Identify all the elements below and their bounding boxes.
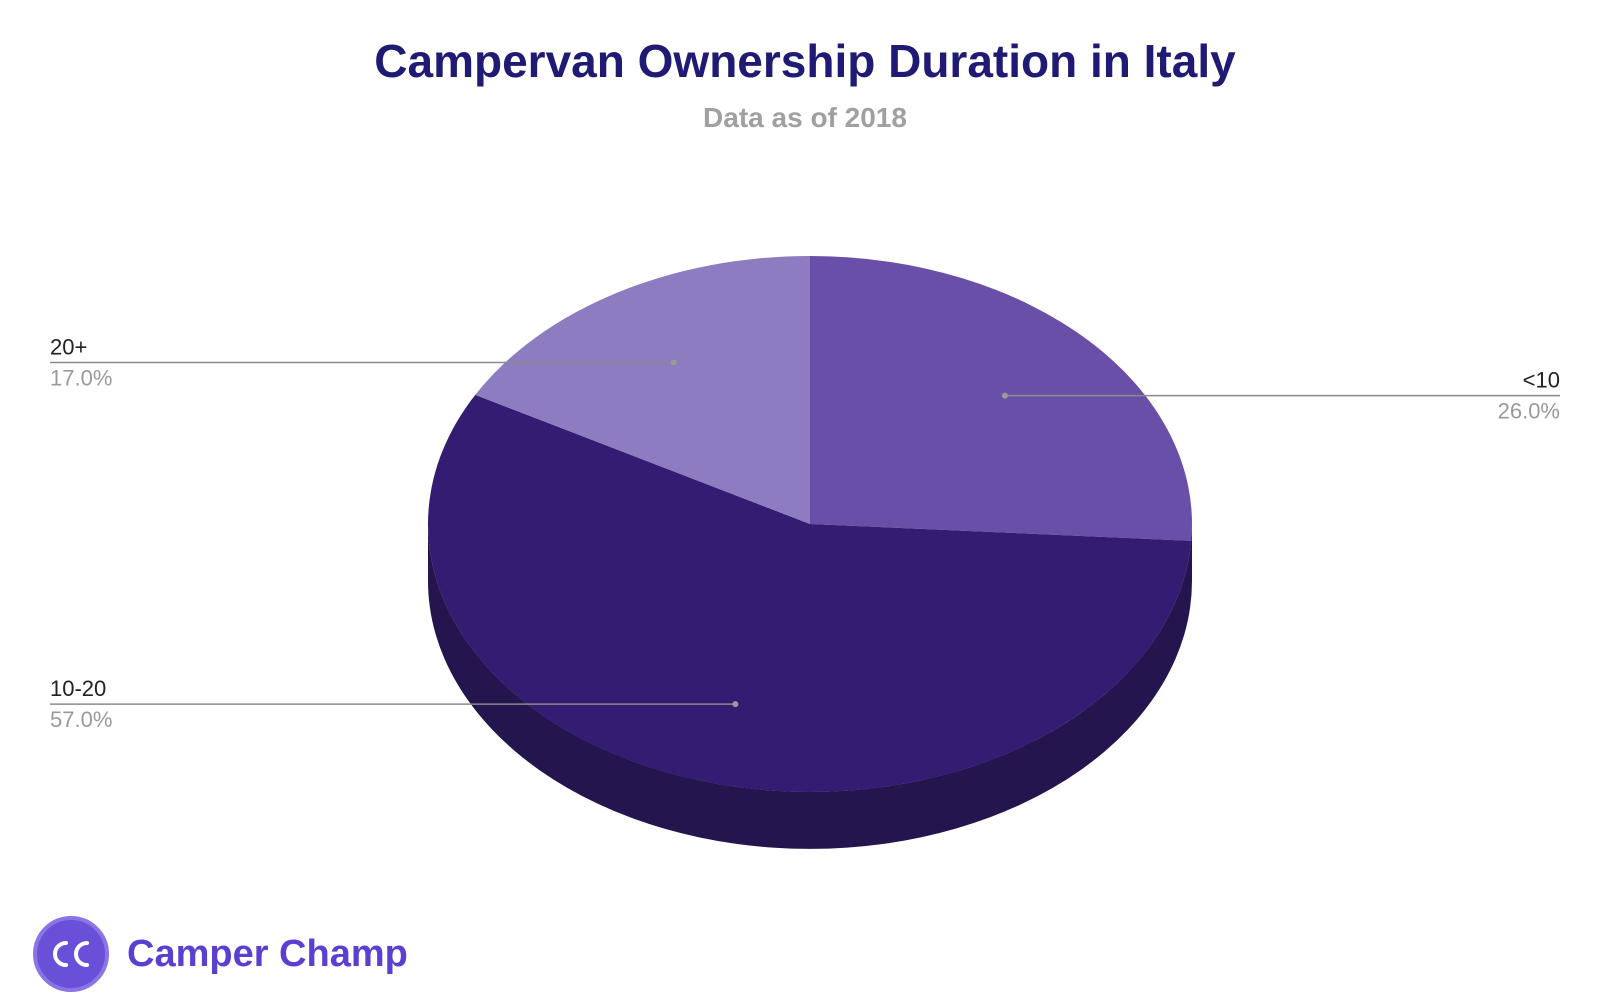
pie-side-group — [428, 524, 1192, 849]
leader-dot-10-20 — [732, 701, 739, 708]
pie-side — [428, 524, 1192, 849]
slice-label-20: 20+ — [50, 335, 87, 360]
chart-subtitle: Data as of 2018 — [703, 102, 907, 133]
pie-slice-20 — [475, 256, 810, 524]
slice-percent-10: 26.0% — [1498, 399, 1560, 424]
cc-monogram-icon — [53, 941, 89, 967]
camper-champ-logo-icon — [33, 916, 109, 992]
brand-logo-group: Camper Champ — [33, 916, 408, 992]
leader-dot-20 — [670, 359, 677, 366]
pie-slice-10-20 — [428, 394, 1192, 792]
slice-percent-20: 17.0% — [50, 366, 112, 391]
pie-slice-10 — [810, 256, 1193, 541]
chart-title: Campervan Ownership Duration in Italy — [374, 35, 1236, 87]
slice-label-10-20: 10-20 — [50, 676, 106, 701]
pie-labels-group: <10 26.0% 10-20 57.0% 20+ 17.0% — [50, 335, 1560, 732]
leader-dot-10 — [1001, 392, 1008, 399]
slice-percent-10-20: 57.0% — [50, 707, 112, 732]
brand-name: Camper Champ — [127, 932, 408, 975]
pie-slices-group — [428, 256, 1193, 792]
slice-label-10: <10 — [1523, 368, 1560, 393]
